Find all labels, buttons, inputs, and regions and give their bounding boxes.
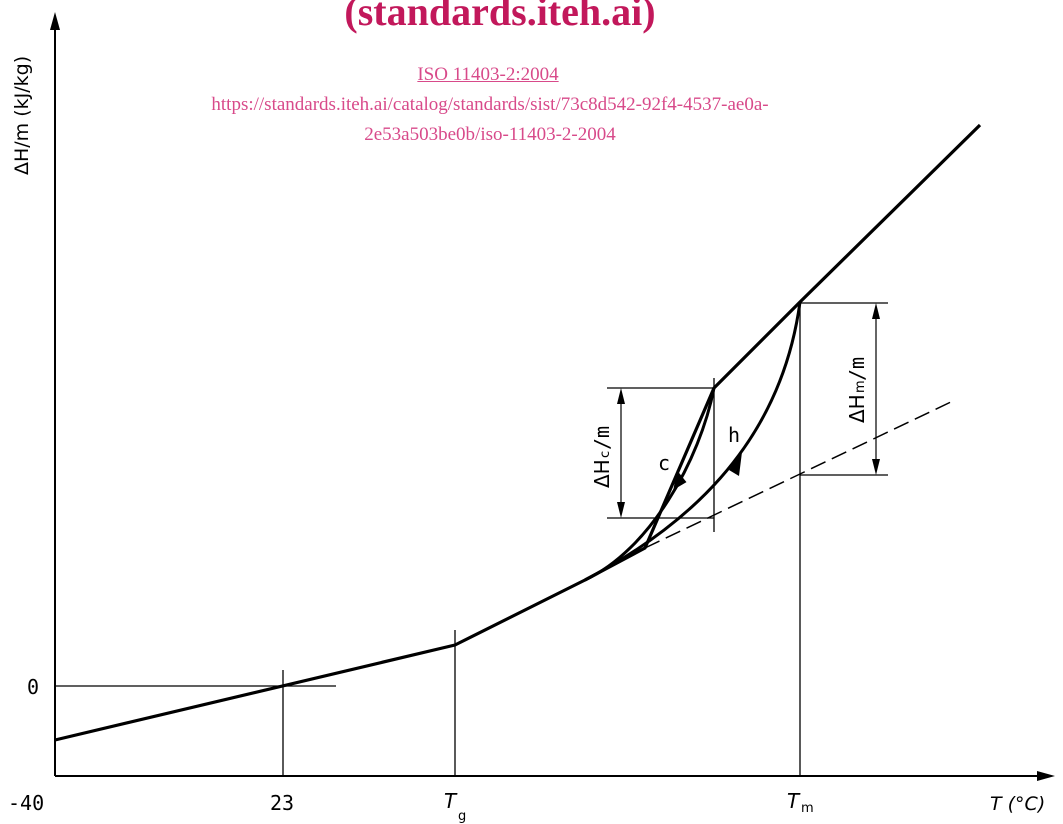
svg-text:g: g bbox=[458, 809, 466, 824]
x-tick-tg: T g bbox=[444, 789, 466, 824]
dHm-arrow-top-icon bbox=[872, 303, 880, 319]
heating-arrow-icon bbox=[729, 452, 742, 476]
svg-text:/m: /m bbox=[590, 426, 614, 450]
x-axis-arrow bbox=[1037, 771, 1055, 781]
svg-text:ΔH: ΔH bbox=[590, 459, 614, 488]
x-tick-23: 23 bbox=[270, 791, 294, 815]
x-tick-tm: T m bbox=[787, 789, 814, 816]
y-tick-zero: 0 bbox=[27, 675, 39, 699]
dHc-arrow-top-icon bbox=[617, 388, 625, 404]
heating-curve-h bbox=[584, 301, 802, 582]
x-axis-label: T (°C) bbox=[990, 793, 1045, 815]
cooling-arrow-icon bbox=[673, 470, 687, 490]
svg-text:T: T bbox=[444, 789, 458, 813]
dHm-arrow-bottom-icon bbox=[872, 459, 880, 475]
svg-text:ΔH: ΔH bbox=[845, 394, 869, 423]
watermark-url-line-1[interactable]: https://standards.iteh.ai/catalog/standa… bbox=[211, 94, 769, 115]
y-axis-label: ΔH/m (kJ/kg) bbox=[11, 56, 33, 175]
x-tick-minus40: -40 bbox=[8, 791, 44, 815]
watermark-url-line-2[interactable]: 2e53a503be0b/iso-11403-2-2004 bbox=[364, 124, 616, 145]
svg-text:/m: /m bbox=[845, 357, 869, 381]
svg-text:c: c bbox=[598, 451, 613, 458]
curve-c-label: c bbox=[658, 451, 670, 475]
svg-text:T: T bbox=[787, 789, 801, 813]
dHc-label: ΔH c /m bbox=[590, 426, 614, 488]
dHm-label: ΔH m /m bbox=[845, 357, 869, 423]
svg-text:m: m bbox=[801, 801, 814, 816]
dHc-arrow-bottom-icon bbox=[617, 502, 625, 518]
watermark-title: (standards.iteh.ai) bbox=[344, 0, 656, 34]
curve-h-label: h bbox=[728, 423, 740, 447]
watermark-iso-link[interactable]: ISO 11403-2:2004 bbox=[417, 64, 559, 85]
enthalpy-line bbox=[54, 123, 982, 742]
extrapolation-dashed-line bbox=[644, 399, 956, 549]
svg-text:m: m bbox=[853, 380, 868, 393]
y-axis-arrow bbox=[50, 12, 60, 30]
